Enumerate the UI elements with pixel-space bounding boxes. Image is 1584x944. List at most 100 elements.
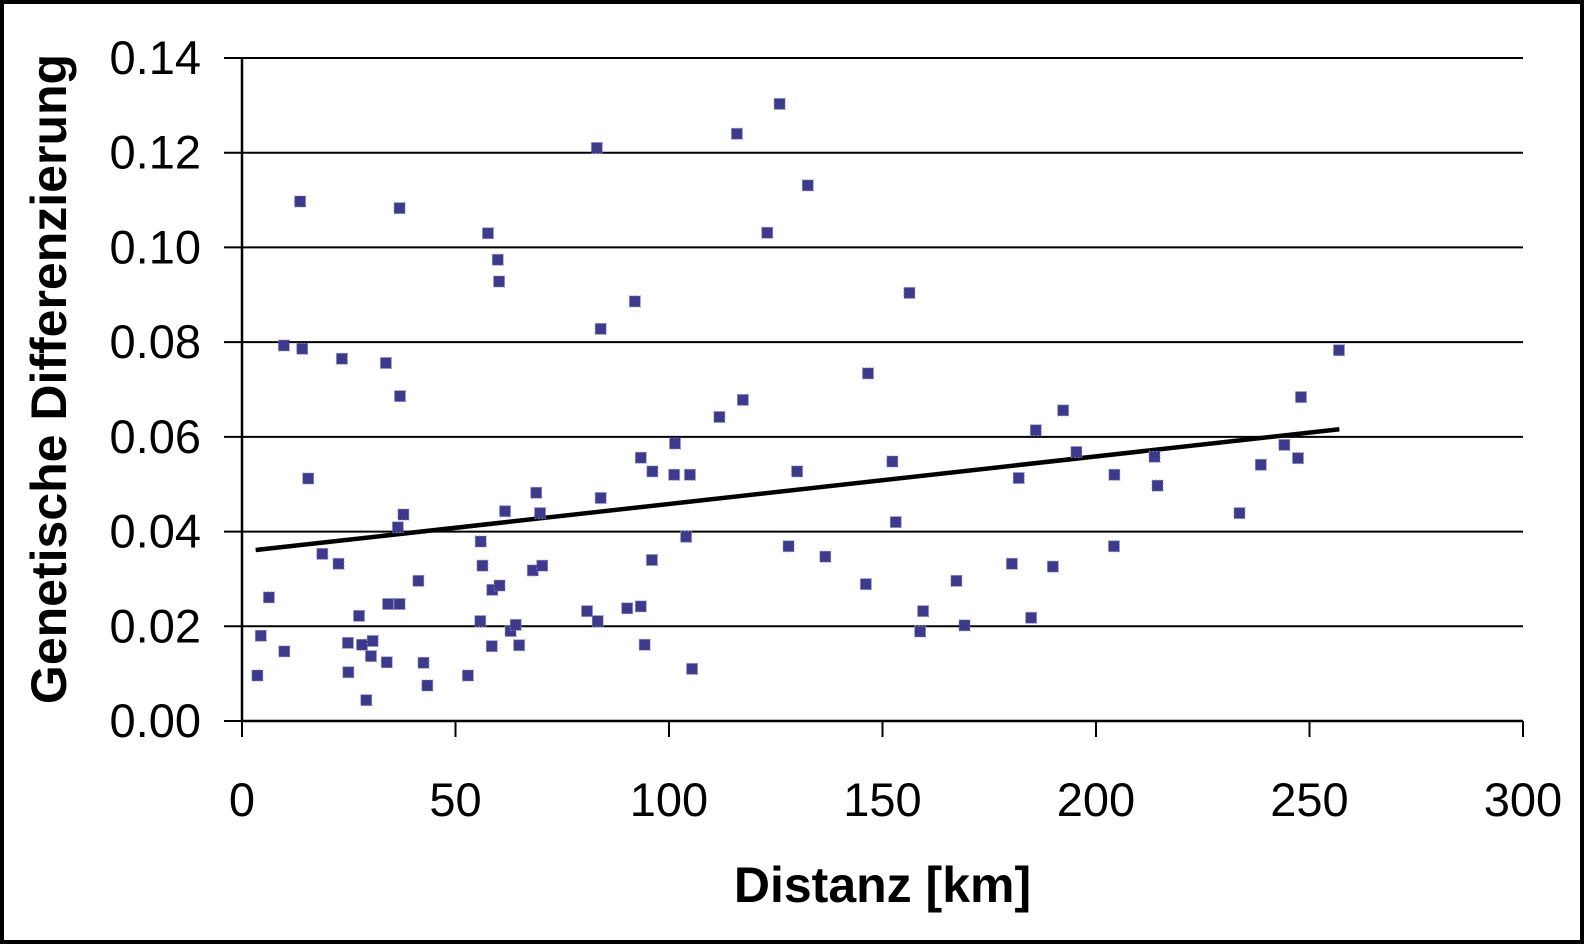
data-point xyxy=(1278,438,1291,451)
data-point xyxy=(1151,479,1164,492)
data-point xyxy=(591,615,604,628)
data-point xyxy=(1005,557,1018,570)
data-point xyxy=(380,656,393,669)
data-point xyxy=(536,559,549,572)
data-point xyxy=(504,625,517,638)
data-point xyxy=(950,574,963,587)
data-point xyxy=(360,694,373,707)
data-point xyxy=(1108,468,1121,481)
data-point xyxy=(1148,450,1161,463)
data-point xyxy=(342,666,355,679)
data-point xyxy=(481,227,494,240)
data-point xyxy=(634,451,647,464)
data-point xyxy=(645,553,658,566)
data-point xyxy=(886,455,899,468)
data-point xyxy=(761,226,774,239)
x-tick-label: 50 xyxy=(429,773,481,826)
data-point xyxy=(713,410,726,423)
x-tick-label: 0 xyxy=(229,773,255,826)
x-tick-label: 300 xyxy=(1484,773,1562,826)
data-point xyxy=(296,342,309,355)
data-point xyxy=(686,662,699,675)
data-point xyxy=(914,625,927,638)
data-point xyxy=(680,530,693,543)
data-point xyxy=(1025,611,1038,624)
y-axis-title: Genetische Differenzierung xyxy=(21,53,77,705)
data-point xyxy=(1107,540,1120,553)
data-point xyxy=(485,640,498,653)
scatter-plot: 0.00 0.02 0.04 0.06 0.08 0.10 0.12 0.14 0 50 100 15… xyxy=(110,31,1563,826)
data-point xyxy=(1332,344,1345,357)
data-point xyxy=(393,598,406,611)
data-point xyxy=(491,253,504,266)
data-point xyxy=(634,600,647,613)
y-tick-label: 0.06 xyxy=(110,410,201,463)
data-point xyxy=(294,195,307,208)
data-point xyxy=(499,505,512,518)
data-point xyxy=(393,202,406,215)
data-point xyxy=(1029,424,1042,437)
data-point xyxy=(638,638,651,651)
data-point xyxy=(801,179,814,192)
y-tick-label: 0.14 xyxy=(110,31,201,84)
data-point xyxy=(364,650,377,663)
data-point xyxy=(590,141,603,154)
data-point xyxy=(486,583,499,596)
data-point xyxy=(736,393,749,406)
data-point xyxy=(262,591,275,604)
data-point xyxy=(534,507,547,520)
data-point xyxy=(421,679,434,692)
data-point xyxy=(861,367,874,380)
data-point xyxy=(1233,507,1246,520)
data-point xyxy=(668,437,681,450)
data-point xyxy=(417,656,430,669)
data-point xyxy=(773,97,786,110)
data-point xyxy=(382,598,395,611)
data-point xyxy=(474,535,487,548)
data-point xyxy=(791,465,804,478)
data-point xyxy=(493,579,506,592)
data-point xyxy=(1057,404,1070,417)
data-point xyxy=(628,295,641,308)
data-point xyxy=(393,390,406,403)
data-point xyxy=(819,550,832,563)
data-point xyxy=(277,339,290,352)
data-point xyxy=(278,645,291,658)
data-point xyxy=(917,605,930,618)
data-point xyxy=(316,547,329,560)
y-tick-label: 0.04 xyxy=(110,505,201,558)
data-point xyxy=(889,516,902,529)
data-point xyxy=(379,356,392,369)
data-point xyxy=(526,564,539,577)
y-tick-label: 0.08 xyxy=(110,315,201,368)
y-tick-label: 0.12 xyxy=(110,126,201,179)
data-point xyxy=(332,557,345,570)
x-tick-label: 200 xyxy=(1057,773,1135,826)
data-point xyxy=(335,352,348,365)
y-tick-label: 0.02 xyxy=(110,599,201,652)
data-point xyxy=(341,636,354,649)
data-point xyxy=(1294,391,1307,404)
data-point xyxy=(530,486,543,499)
data-point xyxy=(1012,472,1025,485)
data-point xyxy=(513,639,526,652)
data-point xyxy=(509,618,522,631)
data-point xyxy=(474,615,487,628)
data-point xyxy=(668,468,681,481)
data-point xyxy=(1046,560,1059,573)
data-point xyxy=(302,472,315,485)
x-tick-label: 100 xyxy=(630,773,708,826)
data-point xyxy=(254,629,267,642)
data-point xyxy=(903,286,916,299)
data-point xyxy=(646,465,659,478)
data-point xyxy=(1291,452,1304,465)
data-point xyxy=(476,559,489,572)
data-point xyxy=(366,634,379,647)
data-point xyxy=(594,322,607,335)
data-point xyxy=(730,127,743,140)
data-point xyxy=(621,602,634,615)
data-point xyxy=(1070,446,1083,459)
x-axis-title: Distanz [km] xyxy=(733,857,1032,913)
data-point xyxy=(581,605,594,618)
